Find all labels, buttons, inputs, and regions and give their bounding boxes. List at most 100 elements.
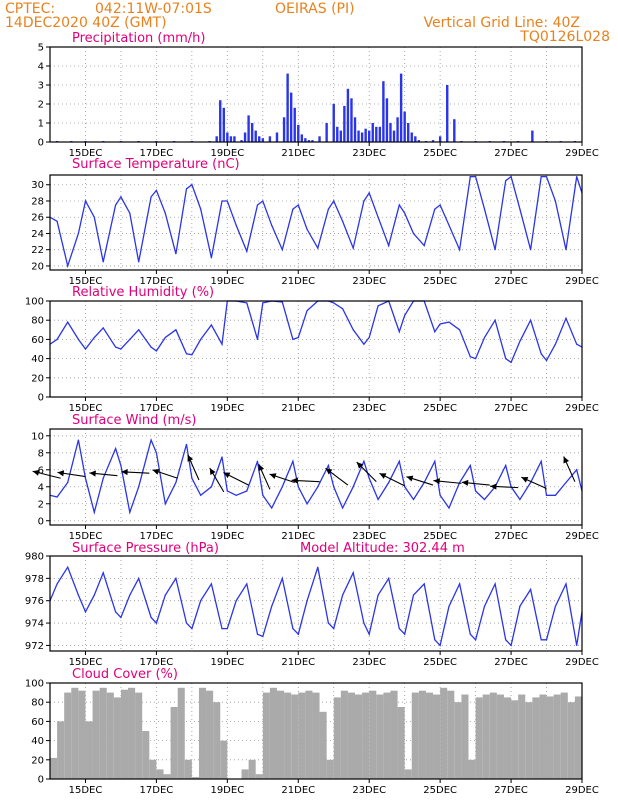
cloud-xtick-label: 17DEC [140, 785, 174, 796]
wind-point [155, 452, 157, 454]
cloud-bar [305, 690, 313, 779]
header: CPTEC: 042:11W-07:01S OEIRAS (PI) 14DEC2… [5, 1, 610, 45]
wind-frame [49, 428, 583, 526]
wind-arrow-head [209, 468, 216, 476]
rh-point [448, 321, 450, 323]
temp-point [102, 261, 104, 263]
precip-bar [353, 117, 357, 142]
temp-point [77, 232, 79, 235]
pressure-xtick-label: 19DEC [210, 657, 244, 668]
wind-point [175, 481, 177, 484]
cloud-bar [149, 759, 157, 779]
pressure-point [565, 583, 567, 585]
temp-point [475, 176, 477, 178]
wind-arrow-head [89, 470, 96, 477]
wind-point [129, 511, 131, 513]
pressure-xtick-label: 27DEC [494, 657, 528, 668]
rh-point [342, 308, 344, 310]
temp-point [388, 245, 390, 247]
cloud-bar [433, 694, 441, 779]
rh-xtick-label: 21DEC [281, 403, 315, 414]
wind-arrow-head [461, 479, 469, 486]
wind-point [448, 507, 450, 509]
precip-bar [360, 132, 364, 142]
rh-point [120, 348, 122, 350]
precip-bar [446, 85, 449, 142]
cloud-bar [525, 702, 533, 779]
pressure-point [129, 594, 131, 596]
temp-point [459, 249, 461, 251]
rh-point [554, 343, 557, 345]
pressure-point [67, 566, 69, 568]
rh-point [256, 338, 259, 340]
rh-point [398, 331, 400, 333]
wind-point [352, 486, 354, 488]
temp-point [226, 200, 228, 202]
temp-xtick-label: 23DEC [352, 276, 386, 287]
temp-point [150, 196, 152, 198]
wind-point [281, 486, 283, 488]
wind-ytick-label: 4 [38, 482, 44, 493]
precip-bar [368, 130, 371, 142]
wind-point [235, 494, 237, 496]
wind-arrow-head [57, 470, 65, 477]
temp-point [434, 208, 436, 210]
temp-point [519, 208, 521, 210]
wind-point [226, 490, 228, 492]
temp-point [333, 200, 335, 202]
pressure-xtick-label: 23DEC [352, 657, 386, 668]
cloud-bar [312, 692, 320, 779]
wind-point [164, 503, 166, 505]
wind-arrow-head [187, 454, 194, 462]
wind-point [317, 486, 319, 488]
precip-bar [286, 73, 289, 142]
precip-xtick-label: 19DEC [210, 148, 244, 159]
temp-point [483, 208, 486, 210]
rh-point [150, 346, 152, 348]
precip-ytick-label: 4 [38, 62, 44, 73]
cloud-xtick-label: 15DEC [69, 785, 103, 796]
wind-point [475, 490, 477, 492]
temp-point [200, 208, 202, 210]
precip-bar [247, 115, 250, 142]
pressure-point [200, 600, 202, 602]
temp-title: Surface Temperature (nC) [72, 157, 240, 172]
pressure-ytick-label: 980 [25, 552, 44, 563]
pressure-point [494, 583, 496, 585]
rh-xtick-label: 23DEC [352, 403, 386, 414]
rh-ytick-label: 0 [38, 393, 44, 404]
precip-ytick-label: 2 [38, 100, 44, 111]
precip-xtick-label: 27DEC [494, 148, 528, 159]
wind-ytick-label: 6 [38, 465, 44, 476]
temp-point [155, 189, 157, 192]
pressure-point [246, 583, 248, 585]
temp-ytick-label: 20 [31, 261, 44, 272]
wind-xtick-label: 15DEC [69, 531, 103, 542]
pressure-point [459, 583, 461, 585]
pressure-point [469, 633, 471, 635]
rh-point [352, 329, 354, 331]
cloud-bar [85, 721, 93, 779]
precip-xtick-label: 17DEC [140, 148, 174, 159]
rh-point [510, 361, 512, 364]
temp-point [246, 250, 248, 252]
wind-point [554, 494, 557, 496]
pressure-point [475, 639, 477, 641]
cloud-bar [128, 687, 136, 779]
cloud-bar [447, 690, 455, 779]
cloud-bar [475, 697, 483, 779]
pressure-point [138, 577, 140, 579]
pressure-ytick-label: 978 [25, 574, 44, 585]
wind-xtick-label: 29DEC [565, 531, 599, 542]
precip-bar [304, 138, 307, 142]
cloud-panel: 0 20 40 60 80 100 15DEC 17DEC 19DEC 21DEC 23DEC 25D… [25, 679, 599, 797]
cloud-ytick-label: 100 [25, 679, 44, 690]
pressure-point [434, 639, 436, 641]
wind-arrow-head [152, 468, 160, 475]
pressure-point [519, 605, 521, 607]
precip-xtick-label: 15DEC [69, 148, 103, 159]
wind-point [93, 511, 95, 513]
model-altitude-label: Model Altitude: 302.44 m [300, 541, 465, 556]
cloud-ytick-label: 0 [38, 775, 44, 786]
pressure-point [84, 611, 87, 613]
